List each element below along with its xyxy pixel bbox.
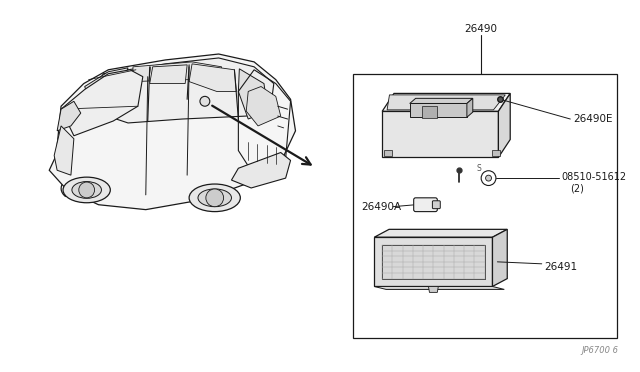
Polygon shape [49,54,296,210]
Polygon shape [382,245,484,279]
Polygon shape [422,106,437,118]
Polygon shape [91,58,274,123]
Polygon shape [84,68,128,103]
Text: 26490: 26490 [464,25,497,34]
Circle shape [486,175,492,181]
Polygon shape [189,64,236,92]
Circle shape [481,171,496,186]
Text: 26490A: 26490A [362,202,402,212]
Polygon shape [61,70,143,136]
Polygon shape [238,69,268,119]
Polygon shape [384,150,392,157]
FancyBboxPatch shape [413,198,437,212]
Text: 26491: 26491 [545,262,578,272]
Polygon shape [410,103,467,117]
Polygon shape [382,111,499,157]
Polygon shape [493,230,508,286]
Circle shape [206,189,223,207]
Circle shape [79,182,95,198]
FancyBboxPatch shape [433,201,440,209]
Text: JP6700 6: JP6700 6 [582,346,618,355]
Ellipse shape [198,189,232,207]
Polygon shape [387,95,506,110]
Polygon shape [133,62,221,81]
Text: 08510-51612: 08510-51612 [561,172,627,182]
Polygon shape [374,286,504,289]
Polygon shape [150,65,187,84]
Polygon shape [232,153,291,188]
Text: 26490E: 26490E [573,114,612,124]
Circle shape [200,96,210,106]
Polygon shape [410,98,473,103]
Bar [353,74,616,338]
Polygon shape [54,126,74,175]
Ellipse shape [189,184,241,212]
Text: S: S [476,164,481,173]
Polygon shape [374,230,508,237]
Polygon shape [382,93,510,111]
Ellipse shape [72,182,102,198]
Polygon shape [246,87,281,126]
Polygon shape [493,150,500,157]
Polygon shape [374,237,493,286]
Text: (2): (2) [570,184,584,194]
Polygon shape [467,98,473,117]
Polygon shape [57,101,81,131]
Polygon shape [499,93,510,157]
Polygon shape [428,286,438,292]
Ellipse shape [63,177,110,203]
